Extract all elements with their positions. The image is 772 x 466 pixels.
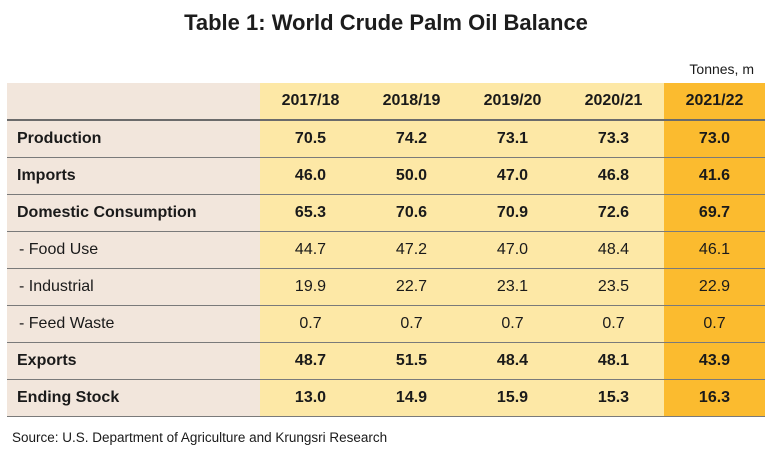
header-year: 2017/18 — [260, 83, 361, 121]
cell-value: 19.9 — [260, 268, 361, 306]
cell-value: 70.9 — [462, 194, 563, 232]
cell-value: 14.9 — [361, 379, 462, 417]
table-row: - Food Use 44.7 47.2 47.0 48.4 46.1 — [7, 231, 765, 269]
header-year: 2020/21 — [563, 83, 664, 121]
cell-value: 0.7 — [563, 305, 664, 343]
cell-value-highlight: 69.7 — [664, 194, 765, 232]
header-year: 2019/20 — [462, 83, 563, 121]
cell-value-highlight: 41.6 — [664, 157, 765, 195]
cell-value: 70.6 — [361, 194, 462, 232]
cell-value: 13.0 — [260, 379, 361, 417]
cell-value: 48.7 — [260, 342, 361, 380]
cell-value: 73.3 — [563, 120, 664, 158]
units-label: Tonnes, m — [689, 61, 754, 77]
table-title: Table 1: World Crude Palm Oil Balance — [184, 10, 588, 35]
cell-value: 50.0 — [361, 157, 462, 195]
cell-value: 73.1 — [462, 120, 563, 158]
row-label: - Food Use — [7, 231, 260, 269]
cell-value-highlight: 16.3 — [664, 379, 765, 417]
cell-value: 47.2 — [361, 231, 462, 269]
cell-value: 0.7 — [462, 305, 563, 343]
palm-oil-balance-table: 2017/18 2018/19 2019/20 2020/21 2021/22 … — [7, 83, 765, 417]
cell-value: 0.7 — [361, 305, 462, 343]
row-label: Exports — [7, 342, 260, 380]
cell-value-highlight: 22.9 — [664, 268, 765, 306]
header-year-highlight: 2021/22 — [664, 83, 765, 121]
cell-value: 23.1 — [462, 268, 563, 306]
cell-value: 44.7 — [260, 231, 361, 269]
table-row: Ending Stock 13.0 14.9 15.9 15.3 16.3 — [7, 379, 765, 417]
cell-value: 74.2 — [361, 120, 462, 158]
cell-value: 23.5 — [563, 268, 664, 306]
cell-value: 51.5 — [361, 342, 462, 380]
cell-value: 48.4 — [563, 231, 664, 269]
cell-value: 47.0 — [462, 231, 563, 269]
cell-value: 22.7 — [361, 268, 462, 306]
row-label: Production — [7, 120, 260, 158]
cell-value: 46.8 — [563, 157, 664, 195]
source-note: Source: U.S. Department of Agriculture a… — [12, 430, 388, 445]
cell-value-highlight: 43.9 — [664, 342, 765, 380]
cell-value: 15.9 — [462, 379, 563, 417]
table-row: Domestic Consumption 65.3 70.6 70.9 72.6… — [7, 194, 765, 232]
row-label: Ending Stock — [7, 379, 260, 417]
header-row: 2017/18 2018/19 2019/20 2020/21 2021/22 — [7, 83, 765, 121]
cell-value-highlight: 46.1 — [664, 231, 765, 269]
row-label: - Industrial — [7, 268, 260, 306]
cell-value: 15.3 — [563, 379, 664, 417]
header-label-cell — [7, 83, 260, 121]
table-row: Exports 48.7 51.5 48.4 48.1 43.9 — [7, 342, 765, 380]
cell-value-highlight: 0.7 — [664, 305, 765, 343]
cell-value: 48.1 — [563, 342, 664, 380]
cell-value: 47.0 — [462, 157, 563, 195]
cell-value: 46.0 — [260, 157, 361, 195]
cell-value: 72.6 — [563, 194, 664, 232]
table-row: - Industrial 19.9 22.7 23.1 23.5 22.9 — [7, 268, 765, 306]
row-label: Domestic Consumption — [7, 194, 260, 232]
cell-value: 48.4 — [462, 342, 563, 380]
cell-value: 70.5 — [260, 120, 361, 158]
cell-value-highlight: 73.0 — [664, 120, 765, 158]
row-label: - Feed Waste — [7, 305, 260, 343]
table-row: - Feed Waste 0.7 0.7 0.7 0.7 0.7 — [7, 305, 765, 343]
row-label: Imports — [7, 157, 260, 195]
table-row: Production 70.5 74.2 73.1 73.3 73.0 — [7, 120, 765, 158]
cell-value: 0.7 — [260, 305, 361, 343]
cell-value: 65.3 — [260, 194, 361, 232]
table-row: Imports 46.0 50.0 47.0 46.8 41.6 — [7, 157, 765, 195]
header-year: 2018/19 — [361, 83, 462, 121]
